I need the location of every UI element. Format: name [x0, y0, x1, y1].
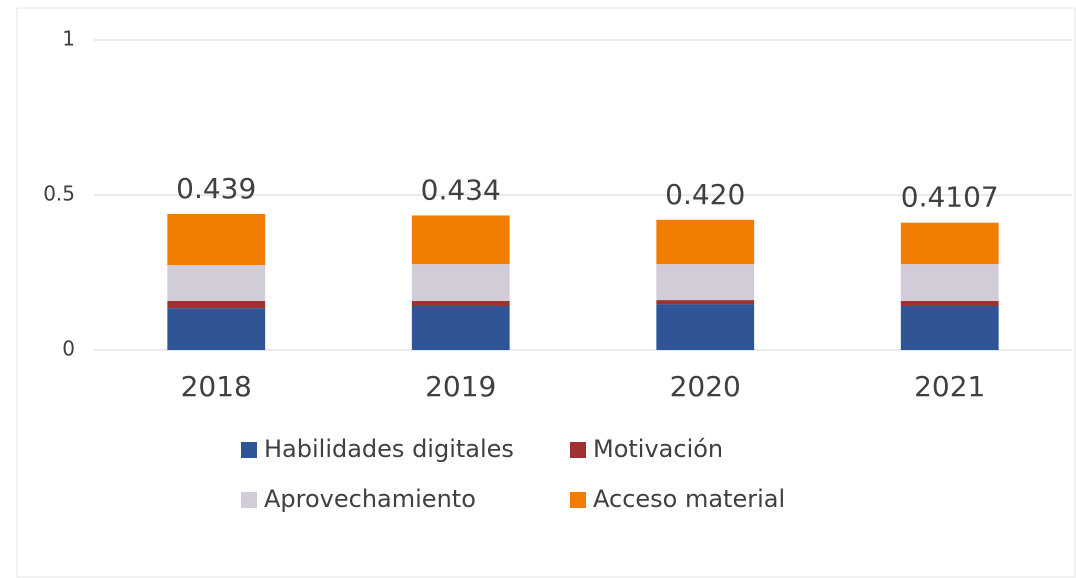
chart-frame [16, 7, 1076, 578]
total-label: 0.420 [665, 178, 745, 211]
bar-segment [411, 215, 510, 265]
bar-segment [656, 264, 755, 301]
bar-segment [900, 222, 999, 265]
bar-segment [411, 301, 510, 306]
bar-segment [900, 264, 999, 302]
legend-swatch [241, 492, 257, 508]
total-label: 0.4107 [901, 181, 999, 214]
bar-segment [411, 264, 510, 302]
bar-segment [167, 301, 266, 309]
bar-segment [167, 308, 266, 350]
bar-segment [656, 219, 755, 265]
total-label: 0.439 [176, 172, 256, 205]
legend-label: Habilidades digitales [264, 435, 514, 463]
bar-segment [656, 304, 755, 350]
bar-segment [900, 301, 999, 306]
legend-swatch [241, 442, 257, 458]
bar-segment [167, 265, 266, 302]
y-tick-label: 1 [62, 27, 75, 51]
x-tick-label: 2020 [670, 370, 741, 403]
bar-segment [656, 300, 755, 305]
total-label: 0.434 [421, 173, 501, 206]
x-tick-label: 2021 [914, 370, 985, 403]
legend-label: Aprovechamiento [264, 485, 476, 513]
bar-segment [411, 305, 510, 350]
y-tick-label: 0.5 [43, 182, 75, 206]
legend-label: Acceso material [593, 485, 785, 513]
bar-segment [167, 213, 266, 266]
legend-label: Motivación [593, 435, 723, 463]
x-tick-label: 2018 [181, 370, 252, 403]
bar-segment [900, 305, 999, 350]
y-tick-label: 0 [62, 337, 75, 361]
legend-swatch [570, 442, 586, 458]
legend-swatch [570, 492, 586, 508]
x-tick-label: 2019 [425, 370, 496, 403]
